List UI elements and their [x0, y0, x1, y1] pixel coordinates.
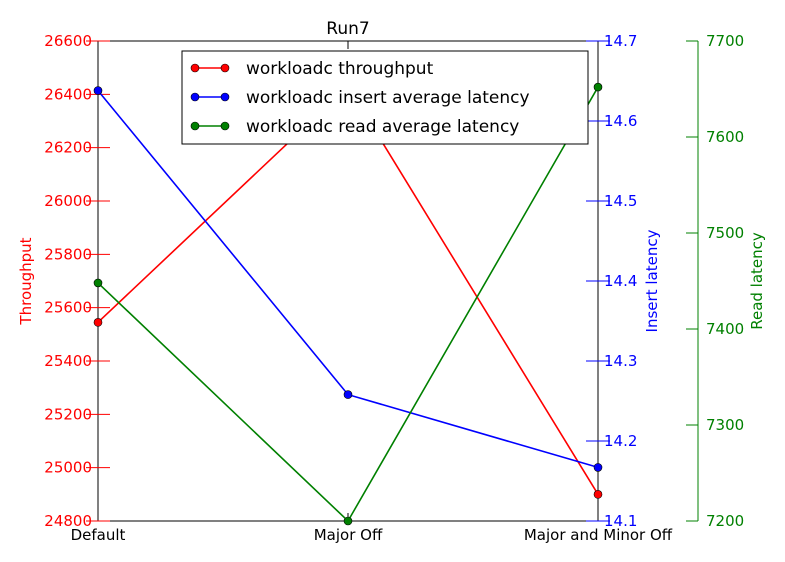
legend-marker	[190, 63, 200, 73]
insert-tick-label: 14.3	[604, 352, 637, 370]
read-tick-label: 7300	[706, 416, 744, 434]
workloadc-insert-average-latency-point	[343, 390, 353, 399]
insert-tick-label: 14.7	[604, 32, 637, 50]
legend-marker	[220, 63, 230, 73]
throughput-tick-label: 24800	[44, 512, 92, 530]
insert-tick-label: 14.2	[604, 432, 637, 450]
workloadc-insert-average-latency-point	[93, 86, 103, 95]
insert-tick-label: 14.5	[604, 192, 637, 210]
chart-title: Run7	[326, 19, 369, 39]
insert-tick-label: 14.6	[604, 112, 637, 130]
throughput-tick-label: 25400	[44, 352, 92, 370]
read-tick-label: 7200	[706, 512, 744, 530]
x-tick-label: Default	[71, 526, 126, 544]
x-tick-label: Major Off	[314, 526, 383, 544]
legend-marker	[220, 121, 230, 131]
read-tick-label: 7600	[706, 128, 744, 146]
legend-marker	[220, 92, 230, 102]
workloadc-read-average-latency-point	[93, 278, 103, 288]
throughput-axis: 24800 25000 25200 25400 25600 25800 26000 26200…	[44, 32, 110, 530]
workloadc-throughput-point	[93, 318, 103, 327]
x-axis-tick-labels: Default Major Off Major and Minor Off	[71, 526, 673, 544]
insert-latency-axis: 14.1 14.2 14.3 14.4 14.5 14.6 14.7	[586, 32, 637, 530]
throughput-tick-label: 26400	[44, 85, 92, 103]
workloadc-read-average-latency-point	[593, 82, 603, 92]
legend-label: workloadc read average latency	[246, 117, 519, 137]
throughput-tick-label: 26600	[44, 32, 92, 50]
workloadc-throughput-point	[593, 490, 603, 499]
throughput-tick-label: 25000	[44, 459, 92, 477]
legend-label: workloadc throughput	[246, 59, 434, 79]
workloadc-insert-average-latency-point	[593, 463, 603, 472]
legend-label: workloadc insert average latency	[246, 88, 530, 108]
throughput-tick-label: 25200	[44, 405, 92, 423]
legend-marker	[190, 121, 200, 131]
read-latency-axis: 7200 7300 7400 7500 7600 7700	[686, 32, 744, 530]
throughput-axis-label: Throughput	[17, 237, 35, 325]
throughput-tick-label: 25800	[44, 245, 92, 263]
read-tick-label: 7400	[706, 320, 744, 338]
legend: workloadc throughput workloadc insert ave…	[181, 50, 589, 145]
x-tick-label: Major and Minor Off	[524, 526, 673, 544]
workloadc-read-average-latency-point	[343, 516, 353, 526]
throughput-tick-label: 25600	[44, 299, 92, 317]
read-latency-axis-label: Read latency	[748, 232, 766, 330]
insert-latency-axis-label: Insert latency	[643, 229, 661, 332]
legend-marker	[190, 92, 200, 102]
legend-box	[181, 50, 589, 145]
read-tick-label: 7500	[706, 224, 744, 242]
read-tick-label: 7700	[706, 32, 744, 50]
insert-tick-label: 14.4	[604, 272, 637, 290]
insert-tick-label: 14.1	[604, 512, 637, 530]
throughput-tick-label: 26200	[44, 139, 92, 157]
legend-items: workloadc throughput workloadc insert ave…	[190, 59, 530, 137]
throughput-tick-label: 26000	[44, 192, 92, 210]
